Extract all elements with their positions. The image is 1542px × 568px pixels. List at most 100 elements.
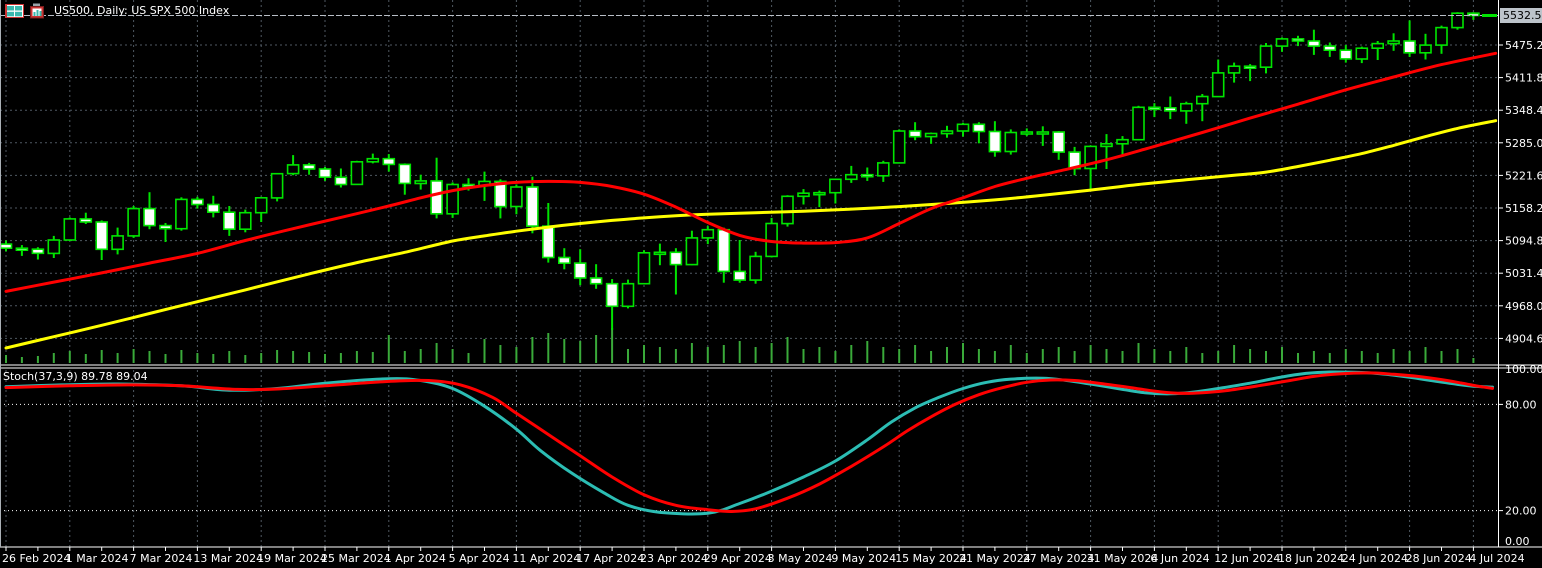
- candle-body: [717, 228, 731, 273]
- chart-header: US500, Daily: US SPX 500 Index: [4, 3, 230, 19]
- candle-body: [223, 211, 236, 230]
- candle-body: [430, 180, 443, 215]
- candle-body: [940, 130, 954, 135]
- date-tick-label: 31 May 2024: [1087, 552, 1159, 565]
- candle-body: [621, 282, 635, 308]
- candle-body: [1307, 40, 1321, 47]
- candle-body: [382, 157, 396, 166]
- candle-body: [1339, 49, 1353, 60]
- price-tick-label: 4904.6: [1505, 332, 1542, 345]
- candle-body: [0, 243, 13, 250]
- date-tick-label: 29 Apr 2024: [704, 552, 772, 565]
- date-tick-label: 11 Apr 2024: [512, 552, 580, 565]
- candle-body: [1243, 65, 1257, 69]
- pane-separator[interactable]: [0, 363, 1542, 370]
- candle-body: [31, 248, 45, 255]
- candle-body: [749, 255, 762, 281]
- candles-layer: [0, 12, 1480, 330]
- candle-body: [1435, 26, 1448, 46]
- candle-body: [1451, 12, 1464, 29]
- candle-body: [908, 130, 922, 138]
- candle-body: [270, 172, 284, 199]
- candle-body: [159, 224, 172, 230]
- date-tick-label: 12 Jun 2024: [1214, 552, 1280, 565]
- candle-body: [207, 203, 220, 213]
- candle-body: [797, 192, 810, 198]
- price-tick-label: 5348.4: [1505, 104, 1542, 117]
- candle-body: [1196, 95, 1209, 105]
- price-axis[interactable]: 5475.2 5411.8 5348.4 5285.0 5221.6 5158.2 5094…: [1498, 0, 1542, 547]
- date-tick-label: 21 May 2024: [959, 552, 1031, 565]
- date-tick-label: 26 Feb 2024: [2, 552, 70, 565]
- ohlc-table-icon[interactable]: [4, 3, 24, 19]
- candle-body: [175, 198, 188, 230]
- date-tick-label: 4 Jul 2024: [1469, 552, 1524, 565]
- stoch-tick-label: 0.00: [1505, 535, 1530, 548]
- candle-body: [1259, 45, 1273, 68]
- candle-body: [1211, 72, 1225, 98]
- candle-body: [47, 239, 61, 255]
- current-price-badge: 5532.5: [1500, 8, 1542, 23]
- date-tick-label: 15 May 2024: [895, 552, 967, 565]
- candle-body: [844, 173, 858, 181]
- candle-body: [127, 207, 140, 237]
- candle-body: [1148, 106, 1161, 111]
- candle-body: [829, 178, 842, 194]
- volume-bars-icon[interactable]: [29, 3, 46, 19]
- stoch-axis[interactable]: 100.00 80.00 20.00 0.00: [1498, 363, 1542, 548]
- candle-body: [1355, 47, 1369, 60]
- candle-body: [1419, 44, 1432, 54]
- indicator-label: Stoch(37,3,9) 89.78 89.04: [3, 370, 148, 383]
- candle-body: [653, 251, 667, 256]
- price-tick-label: 5475.2: [1505, 39, 1542, 52]
- candle-body: [286, 164, 300, 175]
- candle-body: [860, 173, 874, 178]
- candle-body: [143, 207, 156, 227]
- candle-body: [1164, 107, 1177, 112]
- candle-body: [1052, 131, 1065, 153]
- date-tick-label: 23 Apr 2024: [640, 552, 708, 565]
- date-tick-label: 24 Jun 2024: [1342, 552, 1408, 565]
- price-tick-label: 4968.0: [1505, 300, 1542, 313]
- candle-body: [1116, 138, 1129, 145]
- candle-body: [685, 237, 699, 266]
- price-tick-label: 5411.8: [1505, 72, 1542, 85]
- candle-body: [510, 186, 523, 208]
- candle-body: [398, 163, 412, 185]
- candle-body: [924, 132, 938, 138]
- chart-title: US500, Daily: US SPX 500 Index: [54, 4, 230, 17]
- price-tick-label: 5031.4: [1505, 267, 1542, 280]
- candle-body: [1004, 131, 1018, 153]
- candle-body: [1227, 65, 1241, 74]
- candle-body: [350, 161, 364, 186]
- candle-body: [414, 180, 428, 185]
- candle-body: [892, 130, 906, 164]
- candle-body: [1291, 38, 1305, 42]
- stoch-tick-label: 100.00: [1505, 363, 1542, 376]
- candle-body: [781, 195, 794, 225]
- candle-body: [1387, 40, 1400, 45]
- candle-body: [1275, 38, 1289, 47]
- candle-body: [63, 218, 77, 241]
- candle-body: [972, 123, 986, 133]
- stoch-tick-label: 80.00: [1505, 398, 1537, 411]
- candle-body: [1403, 40, 1416, 54]
- candle-body: [956, 123, 970, 132]
- candle-body: [573, 262, 587, 279]
- date-tick-label: 27 May 2024: [1023, 552, 1095, 565]
- candle-body: [254, 197, 268, 214]
- date-tick-label: 25 Mar 2024: [321, 552, 391, 565]
- candle-body: [191, 198, 204, 206]
- candle-body: [111, 235, 124, 251]
- candle-body: [876, 162, 890, 177]
- stoch-signal-line: [4, 371, 1494, 514]
- candle-body: [1371, 42, 1384, 49]
- candle-body: [366, 157, 380, 163]
- candle-body: [334, 176, 348, 186]
- candle-body: [1132, 106, 1145, 141]
- date-tick-label: 18 Jun 2024: [1278, 552, 1344, 565]
